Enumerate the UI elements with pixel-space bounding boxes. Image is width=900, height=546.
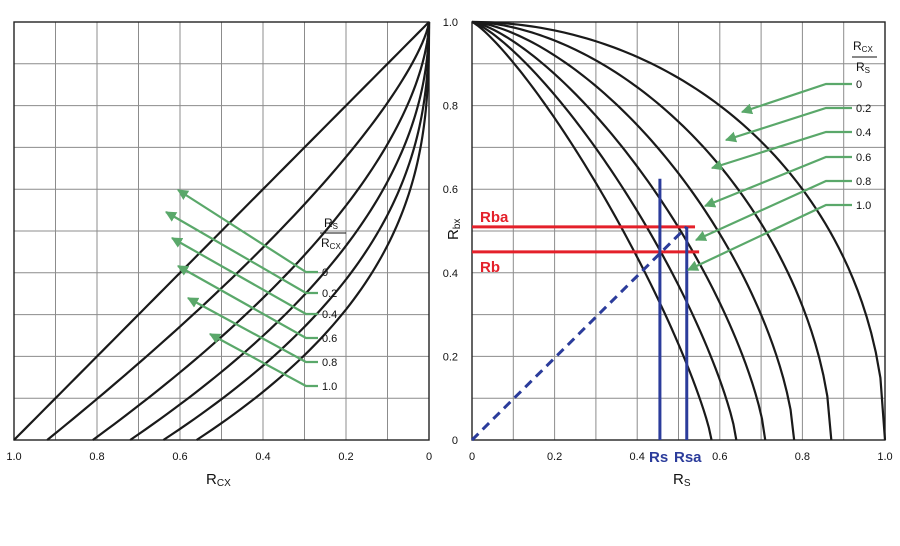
right-legend-leader-1 bbox=[724, 106, 852, 143]
right-x-axis-label: RS bbox=[673, 471, 691, 489]
left-curve-0-6 bbox=[129, 21, 431, 441]
left-legend-leader-4 bbox=[187, 297, 318, 364]
right-legend-label-4: 0.8 bbox=[856, 176, 871, 188]
left-legend-leader-3 bbox=[177, 265, 318, 340]
right-legend-leader-0 bbox=[740, 82, 852, 115]
right-x-tick-label: 0 bbox=[469, 451, 475, 463]
right-y-tick-label: 0.2 bbox=[443, 351, 458, 363]
svg-text:RS: RS bbox=[856, 60, 870, 75]
right-y-tick-label: 1.0 bbox=[443, 17, 458, 29]
right-x-tick-label: 0.2 bbox=[547, 451, 562, 463]
right-y-tick-label: 0.8 bbox=[443, 101, 458, 113]
left-legend-leader-2 bbox=[171, 237, 318, 316]
left-legend-label-4: 0.8 bbox=[322, 357, 337, 369]
right-legend-leader-5 bbox=[687, 203, 852, 271]
left-legend-leader-0 bbox=[177, 189, 318, 274]
right-curve-1-0 bbox=[471, 21, 713, 441]
right-x-tick-label: 0.4 bbox=[630, 451, 645, 463]
right-legend-label-1: 0.2 bbox=[856, 103, 871, 115]
right-curve-0-2 bbox=[471, 20, 833, 441]
annotation-rba-label: Rba bbox=[480, 209, 509, 226]
right-y-axis-label: Rbx bbox=[445, 219, 463, 240]
annotation-rb-label: Rb bbox=[480, 259, 500, 276]
left-x-tick-label: 0.6 bbox=[172, 451, 187, 463]
right-y-tick-label: 0 bbox=[452, 435, 458, 447]
left-x-tick-label: 0 bbox=[426, 451, 432, 463]
left-plot-frame bbox=[13, 21, 430, 441]
svg-text:RCX: RCX bbox=[321, 236, 341, 251]
right-y-tick-label: 0.6 bbox=[443, 184, 458, 196]
right-curve-0-6 bbox=[471, 20, 767, 441]
annotation-rsa-label: Rsa bbox=[674, 449, 702, 466]
left-legend-label-2: 0.4 bbox=[322, 309, 337, 321]
right-x-tick-label: 0.8 bbox=[795, 451, 810, 463]
left-x-tick-label: 0.4 bbox=[255, 451, 270, 463]
right-plot-frame bbox=[471, 21, 886, 441]
annotation-rs-label: Rs bbox=[649, 449, 668, 466]
left-curve-0 bbox=[13, 21, 430, 441]
right-x-tick-label: 0.6 bbox=[712, 451, 727, 463]
left-curve-1-0 bbox=[195, 22, 431, 441]
left-legend-label-3: 0.6 bbox=[322, 333, 337, 345]
right-legend-leader-3 bbox=[703, 155, 852, 208]
right-legend-label-2: 0.4 bbox=[856, 127, 871, 139]
right-curve-0-4 bbox=[471, 20, 796, 441]
right-curve-0-8 bbox=[471, 20, 738, 441]
right-y-tick-label: 0.4 bbox=[443, 268, 458, 280]
left-x-tick-label: 0.8 bbox=[89, 451, 104, 463]
right-legend-label-3: 0.6 bbox=[856, 152, 871, 164]
left-curve-0-2 bbox=[46, 21, 431, 441]
right-x-tick-label: 1.0 bbox=[877, 451, 892, 463]
left-x-tick-label: 1.0 bbox=[6, 451, 21, 463]
right-legend-label-5: 1.0 bbox=[856, 200, 871, 212]
right-legend-leader-2 bbox=[710, 130, 852, 171]
left-curve-0-8 bbox=[162, 21, 431, 441]
left-legend-label-1: 0.2 bbox=[322, 288, 337, 300]
right-legend-leader-4 bbox=[694, 179, 852, 242]
left-x-tick-label: 0.2 bbox=[338, 451, 353, 463]
left-legend-label-5: 1.0 bbox=[322, 381, 337, 393]
right-legend-title: RCX RS bbox=[852, 39, 877, 75]
svg-text:RS: RS bbox=[324, 216, 338, 231]
right-legend-label-0: 0 bbox=[856, 79, 862, 91]
left-legend-leader-5 bbox=[209, 333, 318, 388]
left-x-axis-label: RCX bbox=[206, 471, 231, 489]
left-legend-label-0: 0 bbox=[322, 267, 328, 279]
left-curve-0-4 bbox=[92, 21, 431, 441]
diagonal-dashed-line bbox=[470, 225, 688, 442]
left-legend-leader-1 bbox=[165, 211, 318, 295]
svg-text:RCX: RCX bbox=[853, 39, 873, 54]
